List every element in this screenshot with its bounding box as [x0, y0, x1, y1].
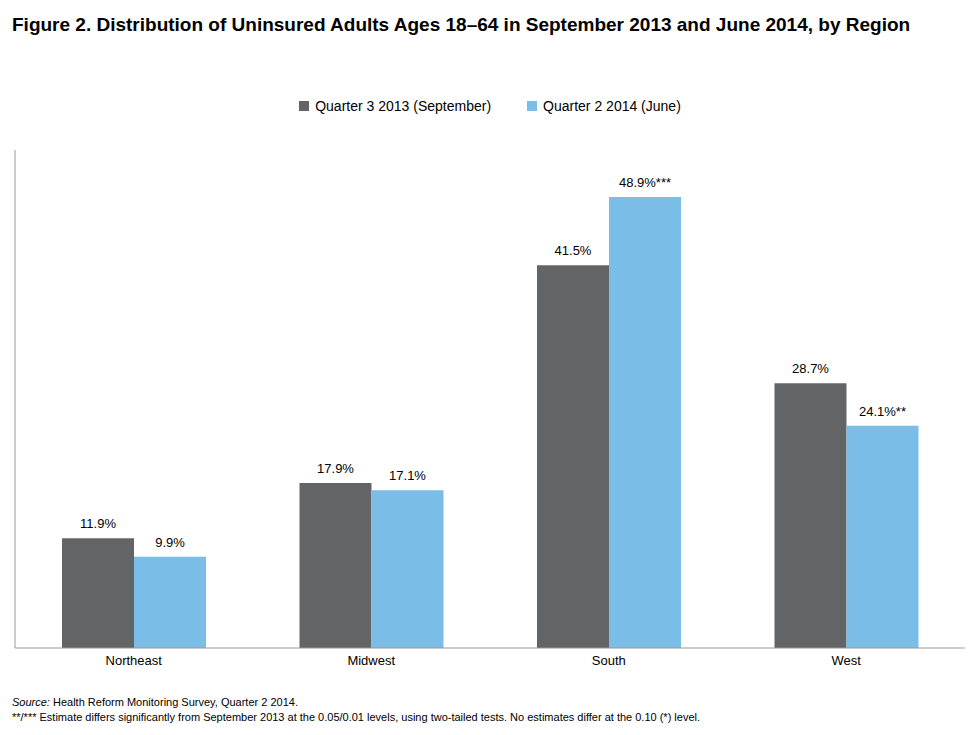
html-text:Quarter 3 2013 (September): Quarter 3 2013 (September) [315, 98, 492, 114]
html-text:Quarter 2 2014 (June): Quarter 2 2014 (June) [543, 98, 681, 114]
html-text:Source: Health Reform Monitori: Source: Health Reform Monitoring Survey,… [12, 696, 298, 708]
html-text:**/*** Estimate differs signif: **/*** Estimate differs significantly fr… [12, 711, 701, 723]
svg-text:41.5%: 41.5% [555, 243, 592, 258]
svg-text:24.1%**: 24.1%** [859, 404, 906, 419]
svg-text:17.1%: 17.1% [389, 468, 426, 483]
html-text:Figure 2. Distribution of Unin: Figure 2. Distribution of Uninsured Adul… [12, 14, 911, 35]
svg-text:48.9%***: 48.9%*** [619, 175, 671, 190]
svg-text:17.9%: 17.9% [317, 461, 354, 476]
svg-text:28.7%: 28.7% [792, 361, 829, 376]
svg-text:West: West [832, 653, 862, 668]
svg-text:South: South [592, 653, 626, 668]
svg-text:11.9%: 11.9% [80, 516, 116, 531]
svg-text:Midwest: Midwest [347, 653, 395, 668]
svg-text:Northeast: Northeast [106, 653, 163, 668]
svg-text:9.9%: 9.9% [155, 535, 185, 550]
